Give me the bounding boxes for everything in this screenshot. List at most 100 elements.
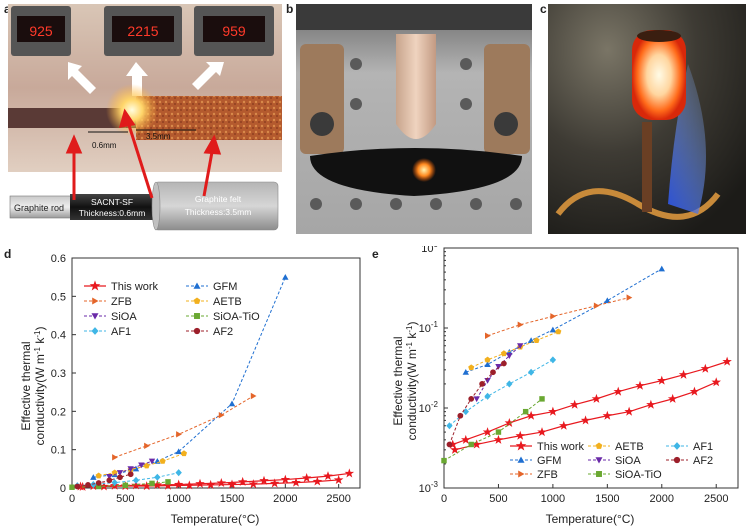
e-legend-label-sioa: SiOA xyxy=(615,455,641,467)
d-point-af1 xyxy=(154,473,161,481)
e-point-sioa-tio xyxy=(539,396,545,402)
e-point-this-work xyxy=(657,375,667,385)
d-point-this-work-2 xyxy=(205,479,216,489)
d-point-this-work-2 xyxy=(163,480,173,490)
e-point-af2 xyxy=(468,396,475,402)
e-point-this-work xyxy=(722,356,732,366)
d-legend-label-this-work: This work xyxy=(111,281,159,293)
e-point-this-work xyxy=(678,369,689,379)
d-point-sioa-tio xyxy=(95,483,102,490)
d-point-af1 xyxy=(132,476,140,484)
d-legend-marker-sioa xyxy=(91,313,99,320)
e-point-this-work xyxy=(526,410,536,420)
e-xlabel: Temperature(°C) xyxy=(546,512,635,526)
panel-c-photo-svg xyxy=(548,4,746,234)
d-ytick-label: 0.1 xyxy=(51,445,66,457)
e-point-zfb xyxy=(626,294,633,301)
e-point-this-work xyxy=(613,386,623,396)
d-point-this-work-2 xyxy=(227,479,237,489)
e-point-this-work xyxy=(461,434,471,444)
e-point-this-work xyxy=(482,427,493,437)
d-point-aetb xyxy=(95,472,102,479)
e-point-this-work xyxy=(504,417,515,428)
e-point-zfb xyxy=(550,313,557,320)
chart-d: 0 500 1000 1500 2000 2500 0 0.1 0.2 0.3 0.4 0.5 0.6 T… xyxy=(19,253,361,526)
d-point-sioa-tio xyxy=(165,479,171,485)
e-point-sioa xyxy=(473,396,480,403)
d-legend-label-af1: AF1 xyxy=(111,326,131,338)
d-point-this-work xyxy=(237,476,248,486)
e-point-af2 xyxy=(501,360,507,367)
e-point-gfm xyxy=(658,265,665,272)
d-legend-label-sioa-tio: SiOA-TiO xyxy=(213,311,260,323)
e-point-af2 xyxy=(479,381,485,387)
meter-2-reading: 2215 xyxy=(127,23,158,39)
d-point-this-work-2 xyxy=(77,481,88,491)
panel-a-schematic: Graphite rod SACNT-SF Thickness:0.6mm Gr… xyxy=(9,181,279,231)
e-legend-label-af2: AF2 xyxy=(693,455,713,467)
d-point-this-work-2 xyxy=(184,480,195,490)
e-ylabel-line2: conductivity(W m-1 k-1) xyxy=(405,322,419,441)
e-point-af1 xyxy=(549,356,557,364)
panel-d-label: d xyxy=(4,247,12,261)
d-ytick-label: 0.4 xyxy=(51,330,66,342)
e-point-aetb xyxy=(484,356,491,363)
d-legend-marker-af1 xyxy=(91,327,99,335)
e-xtick-label: 1000 xyxy=(541,493,565,505)
d-point-af2 xyxy=(85,482,91,488)
e-point-sioa xyxy=(517,343,524,349)
e-point-aetb xyxy=(500,350,507,357)
d-point-this-work-2 xyxy=(291,477,301,487)
white-arrows-icon xyxy=(68,62,224,96)
e-point-zfb xyxy=(593,302,600,309)
felt-label-line2: Thickness:3.5mm xyxy=(185,207,252,217)
e-point-this-work-2 xyxy=(624,406,634,416)
d-legend-label-zfb: ZFB xyxy=(111,296,132,308)
e-series-line-af1 xyxy=(449,359,554,427)
e-point-this-work-2 xyxy=(602,410,613,420)
felt-label-line1: Graphite felt xyxy=(195,194,242,204)
e-point-this-work-2 xyxy=(667,393,678,403)
d-point-sioa xyxy=(138,462,145,469)
d-point-this-work xyxy=(301,473,312,483)
sacnt-label-line1: SACNT-SF xyxy=(91,197,133,207)
e-xtick-label: 2500 xyxy=(704,493,728,505)
e-point-af1 xyxy=(527,368,535,376)
panel-a-label: a xyxy=(4,2,11,16)
graphite-rod xyxy=(8,108,126,128)
d-point-gfm xyxy=(228,400,236,407)
e-point-af1 xyxy=(484,392,491,400)
d-point-gfm xyxy=(282,273,289,280)
d-point-sioa xyxy=(106,473,113,480)
e-legend-label-gfm: GFM xyxy=(537,455,561,467)
hot-spot xyxy=(412,158,436,182)
e-point-aetb xyxy=(533,337,540,343)
d-point-af2 xyxy=(127,471,134,478)
meter-3-reading: 959 xyxy=(222,23,246,39)
e-legend-marker-zfb xyxy=(518,470,525,478)
e-point-this-work xyxy=(548,406,558,416)
d-xtick-label: 2000 xyxy=(273,493,297,505)
e-legend-label-sioa-tio: SiOA-TiO xyxy=(615,469,662,481)
e-ytick-label: 100 xyxy=(421,246,438,255)
d-point-this-work xyxy=(131,480,141,490)
d-legend-label-af2: AF2 xyxy=(213,326,233,338)
d-point-af1 xyxy=(111,479,118,487)
d-point-af1 xyxy=(90,481,97,489)
d-xtick-label: 1000 xyxy=(166,493,190,505)
e-point-sioa-tio xyxy=(495,429,502,435)
d-point-this-work xyxy=(259,475,269,485)
e-legend-label-zfb: ZFB xyxy=(537,469,558,481)
panel-b-label: b xyxy=(286,2,294,16)
e-point-sioa xyxy=(484,378,491,384)
e-legend-marker-sioa-tio xyxy=(596,471,602,477)
d-point-gfm xyxy=(90,474,97,480)
panel-a-photo: 925 2215 959 0.6mm 3.5mm xyxy=(8,4,282,172)
e-point-this-work-2 xyxy=(515,430,525,440)
dim-right-label: 3.5mm xyxy=(146,132,171,141)
e-point-sioa xyxy=(495,363,502,370)
e-point-gfm xyxy=(484,361,491,368)
meter-1-reading: 925 xyxy=(29,23,53,39)
e-point-this-work-2 xyxy=(689,386,700,396)
e-point-zfb xyxy=(485,332,491,339)
